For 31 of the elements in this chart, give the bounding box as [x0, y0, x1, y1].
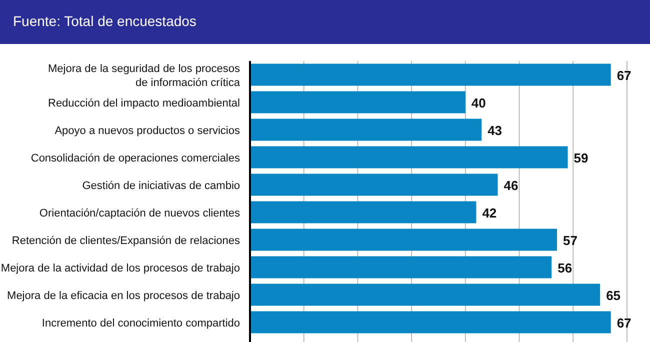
y-tick-label: Consolidación de operaciones comerciales — [30, 152, 240, 164]
bar — [250, 311, 611, 334]
data-label: 65 — [606, 288, 621, 303]
data-label: 40 — [471, 95, 486, 110]
bar — [250, 64, 611, 86]
y-tick-label: Mejora de la eficacia en los procesos de trabajo — [7, 290, 240, 302]
bar — [250, 91, 466, 114]
bar — [250, 284, 600, 306]
text: Fuente: Total de encuestados — [13, 13, 196, 29]
y-tick-label: Reducción del impacto medioambiental — [48, 97, 240, 110]
bar — [250, 256, 552, 278]
data-label: 67 — [616, 68, 632, 83]
data-label: 56 — [558, 260, 572, 276]
bar — [250, 228, 557, 251]
y-tick-label: Mejora de la seguridad de los procesos de información crítica — [48, 62, 241, 89]
y-tick-label: Incremento del conocimiento compartido — [42, 317, 240, 330]
data-label: 59 — [574, 150, 588, 166]
y-tick-label: Gestión de iniciativas de cambio — [82, 180, 240, 192]
data-label: 43 — [488, 122, 502, 138]
y-tick-label: Orientación/captación de nuevos clientes — [39, 207, 240, 220]
data-label: 57 — [562, 232, 578, 248]
bar — [250, 174, 498, 196]
y-tick-label: Retención de clientes/Expansión de relaciones — [12, 234, 240, 247]
y-tick-label: Mejora de la actividad de los procesos de trabajo — [0, 262, 240, 274]
y-tick-label: Apoyo a nuevos productos o servicios — [54, 124, 240, 137]
data-label: 46 — [504, 178, 518, 193]
data-label: 42 — [482, 205, 497, 220]
data-label: 67 — [616, 315, 632, 330]
bar — [250, 146, 568, 168]
bar — [250, 201, 476, 224]
bar — [250, 118, 482, 141]
